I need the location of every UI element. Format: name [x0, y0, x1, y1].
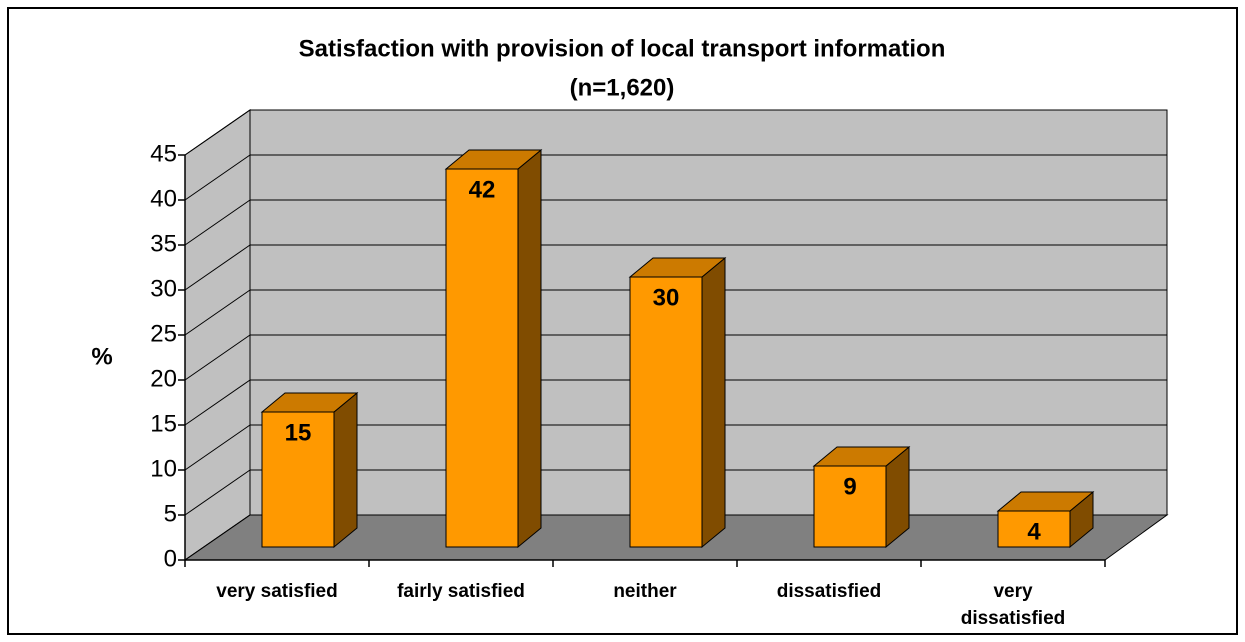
- x-tick-label: very dissatisfied: [960, 581, 1066, 629]
- y-tick-label: 5: [164, 500, 177, 527]
- bar-side: [517, 148, 542, 549]
- value-label: 30: [653, 284, 680, 311]
- chart-title: Satisfaction with provision of local tra…: [299, 35, 946, 62]
- grid-line: [184, 334, 251, 381]
- y-tick-label: 0: [164, 545, 177, 572]
- x-tick-label: neither: [613, 581, 677, 602]
- bar: [629, 276, 703, 548]
- y-tick-label: 40: [150, 185, 177, 212]
- y-tick-label: 25: [150, 320, 177, 347]
- y-axis-label: %: [91, 343, 112, 370]
- grid-line: [184, 424, 251, 471]
- grid-line: [184, 379, 251, 426]
- y-tick-label: 45: [150, 140, 177, 167]
- y-tick-label: 30: [150, 275, 177, 302]
- y-tick-label: 15: [150, 410, 177, 437]
- x-tick-label: dissatisfied: [776, 581, 882, 602]
- value-label: 9: [843, 473, 856, 500]
- y-tick-label: 20: [150, 365, 177, 392]
- value-label: 4: [1027, 518, 1041, 545]
- bar: [261, 411, 335, 548]
- grid-line: [184, 154, 251, 201]
- y-tick-label: 10: [150, 455, 177, 482]
- bar-side: [701, 256, 726, 549]
- chart-subtitle: (n=1,620): [570, 74, 675, 101]
- grid-line: [184, 244, 251, 291]
- bar: [997, 510, 1071, 548]
- grid-line: [184, 109, 251, 156]
- grid-line: [184, 199, 251, 246]
- grid-line: [184, 289, 251, 336]
- y-tick-label: 35: [150, 230, 177, 257]
- grid-line: [184, 514, 251, 561]
- grid-line: [184, 469, 251, 516]
- bar: [445, 168, 519, 548]
- value-label: 15: [285, 419, 312, 446]
- value-label: 42: [469, 176, 496, 203]
- bar-side: [333, 391, 358, 549]
- x-tick-label: fairly satisfied: [397, 581, 525, 602]
- bar: [813, 465, 887, 548]
- x-tick-label: very satisfied: [216, 581, 338, 602]
